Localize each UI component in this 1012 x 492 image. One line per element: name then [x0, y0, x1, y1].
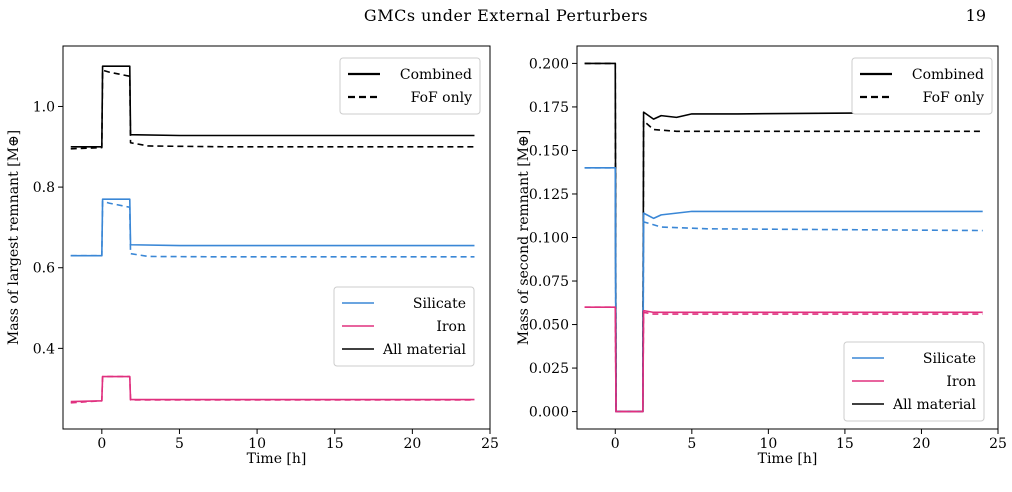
x-tick-label: 5	[175, 436, 184, 452]
legend-label: Combined	[912, 67, 984, 83]
y-tick-label: 0.4	[33, 341, 55, 357]
x-tick-label: 15	[836, 436, 854, 452]
x-tick-label: 15	[326, 436, 344, 452]
y-tick-label: 0.6	[33, 261, 55, 277]
y-tick-label: 0.075	[529, 274, 569, 290]
x-axis-label: Time [h]	[758, 451, 818, 467]
legend-box-material	[843, 341, 985, 422]
x-tick-label: 25	[481, 436, 499, 452]
y-tick-label: 0.100	[529, 231, 569, 247]
legend-box-method	[339, 57, 481, 115]
legend-label: Iron	[436, 319, 466, 335]
series-line-iron-combined	[70, 375, 475, 403]
legend-label: All material	[892, 397, 977, 413]
running-title: GMCs under External Perturbers	[363, 6, 649, 25]
y-tick-label: 0.125	[529, 187, 569, 203]
x-tick-label: 0	[97, 436, 106, 452]
x-tick-label: 0	[611, 436, 620, 452]
page-number: 19	[965, 6, 986, 25]
x-tick-label: 10	[248, 436, 266, 452]
y-tick-label: 0.000	[529, 405, 569, 421]
y-tick-label: 0.200	[529, 56, 569, 72]
y-tick-label: 0.175	[529, 100, 569, 116]
plot-frame	[62, 45, 491, 430]
x-tick-label: 5	[687, 436, 696, 452]
y-tick-label: 0.050	[529, 318, 569, 334]
legend-label: Iron	[946, 374, 976, 390]
x-tick-label: 20	[913, 436, 931, 452]
y-axis-label: Mass of second remnant [M⊕]	[516, 130, 532, 345]
series-line-iron-fof-only	[70, 375, 475, 404]
series-line-all-material-fof-only	[70, 69, 475, 150]
y-tick-label: 0.150	[529, 143, 569, 159]
series-line-silicate-fof-only	[70, 200, 475, 258]
legend-box-method	[851, 57, 993, 115]
legend-label: Silicate	[413, 296, 466, 312]
x-tick-label: 20	[403, 436, 421, 452]
legend-label: Silicate	[923, 351, 976, 367]
y-tick-label: 0.8	[33, 180, 55, 196]
legend-label: FoF only	[923, 90, 984, 106]
series-line-silicate-combined	[70, 198, 475, 257]
x-tick-label: 25	[989, 436, 1007, 452]
x-axis-label: Time [h]	[247, 451, 307, 467]
x-tick-label: 10	[759, 436, 777, 452]
chart-largest-remnant: 0 5 10 15 20 25 0.4 0.6 0.8 1.0 Time [h] Mass of la…	[6, 45, 499, 467]
series-line-silicate-fof-only	[584, 167, 983, 413]
legend-label: All material	[382, 342, 467, 358]
page-header: GMCs under External Perturbers 19	[0, 4, 1012, 34]
y-tick-label: 1.0	[33, 99, 55, 115]
legend-box-material	[333, 286, 475, 367]
legend-label: FoF only	[411, 90, 472, 106]
series-line-iron-fof-only	[584, 306, 983, 413]
legend-label: Combined	[400, 67, 472, 83]
series-line-all-material-fof-only	[584, 62, 983, 413]
y-tick-label: 0.025	[529, 361, 569, 377]
chart-second-remnant: 0 5 10 15 20 25 0.000 0.025 0.050 0.075 0.100 0.125…	[516, 45, 1007, 467]
y-axis-label: Mass of largest remnant [M⊕]	[6, 130, 22, 345]
